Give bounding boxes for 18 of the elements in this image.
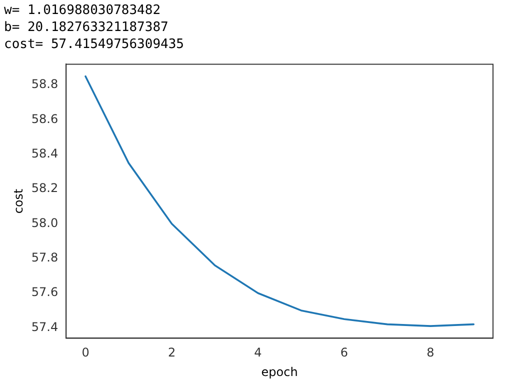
x-tick-label: 0 — [82, 346, 90, 360]
y-tick-label: 58.4 — [31, 146, 58, 160]
y-tick-label: 57.4 — [31, 320, 58, 334]
y-tick-label: 58.2 — [31, 181, 58, 196]
text: cost= 57.41549756309435 — [4, 36, 184, 53]
text: w= 1.016988030783482 — [4, 2, 162, 19]
x-tick-label: 4 — [254, 346, 262, 360]
y-tick-label: 57.8 — [31, 250, 58, 265]
y-tick-label: 57.6 — [31, 285, 58, 300]
y-tick-label: 58.8 — [31, 77, 58, 92]
y-tick-label: 58.0 — [31, 216, 58, 230]
x-axis-title: epoch — [261, 364, 298, 379]
x-tick-label: 6 — [340, 346, 348, 360]
x-tick-label: 8 — [426, 346, 434, 360]
x-tick-label: 2 — [168, 346, 176, 360]
y-tick-label: 58.6 — [31, 112, 58, 126]
y-axis-title: cost — [11, 188, 26, 214]
text: b= 20.182763321187387 — [4, 19, 170, 36]
